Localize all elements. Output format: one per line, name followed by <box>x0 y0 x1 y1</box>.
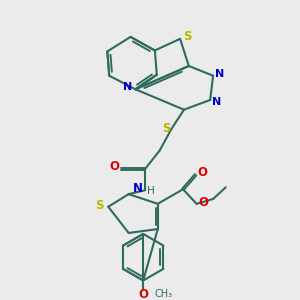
Text: N: N <box>212 97 222 107</box>
Text: O: O <box>109 160 119 173</box>
Text: CH₃: CH₃ <box>155 289 173 299</box>
Text: H: H <box>147 186 155 196</box>
Text: O: O <box>197 166 207 179</box>
Text: N: N <box>123 82 132 92</box>
Text: N: N <box>134 182 143 195</box>
Text: N: N <box>215 69 224 79</box>
Text: S: S <box>162 122 171 135</box>
Text: S: S <box>95 199 104 212</box>
Text: O: O <box>138 288 148 300</box>
Text: O: O <box>198 196 208 209</box>
Text: S: S <box>183 30 191 44</box>
